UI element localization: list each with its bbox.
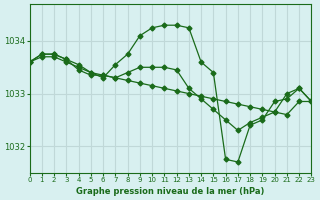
- X-axis label: Graphe pression niveau de la mer (hPa): Graphe pression niveau de la mer (hPa): [76, 187, 265, 196]
